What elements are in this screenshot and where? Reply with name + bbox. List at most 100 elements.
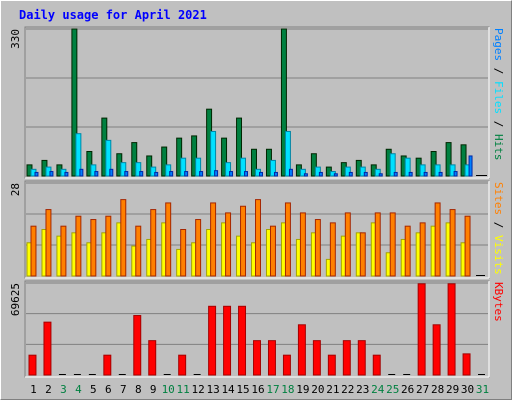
bar-kbytes-day-5: [88, 374, 96, 375]
bar-hits-day-10: [161, 146, 168, 177]
x-tick-label: 10: [162, 383, 175, 396]
bar-files-day-17: [269, 159, 276, 177]
bar-files-day-25: [389, 153, 396, 177]
bar-pages-day-22: [348, 171, 353, 177]
bar-pages-day-13: [214, 170, 219, 177]
x-tick-label: 25: [386, 383, 399, 396]
bar-hits-day-9: [146, 155, 153, 177]
bar-kbytes-day-25: [388, 374, 396, 375]
bar-kbytes-day-13: [208, 305, 217, 376]
bar-sites-day-19: [299, 212, 306, 277]
bar-files-day-11: [180, 157, 187, 177]
bar-kbytes-day-14: [223, 305, 232, 376]
x-tick-label: 29: [446, 383, 459, 396]
bar-files-day-13: [210, 130, 217, 177]
bar-kbytes-day-18: [282, 354, 291, 376]
bar-files-day-31: [480, 175, 485, 176]
bar-pages-day-5: [94, 171, 99, 177]
bar-pages-day-3: [64, 171, 69, 177]
y-max-label: 69625: [9, 283, 22, 316]
bar-pages-day-28: [438, 171, 443, 177]
bar-hits-day-14: [221, 137, 228, 177]
x-tick-label: 1: [30, 383, 37, 396]
y-max-label: 330: [9, 29, 22, 49]
bar-kbytes-day-27: [417, 283, 426, 376]
x-tick-label: 21: [326, 383, 339, 396]
bar-sites-day-2: [45, 209, 52, 277]
bar-files-day-19: [299, 168, 306, 177]
bar-sites-day-18: [284, 202, 291, 277]
bar-hits-day-28: [430, 151, 437, 177]
bar-sites-day-16: [255, 199, 261, 277]
bar-files-day-5: [90, 164, 97, 177]
x-tick-label: 12: [192, 383, 205, 396]
bar-kbytes-day-31: [478, 374, 485, 375]
x-tick-label: 24: [371, 383, 385, 396]
bar-kbytes-day-20: [312, 340, 321, 376]
bar-kbytes-day-15: [238, 305, 247, 376]
bar-sites-day-9: [150, 209, 157, 277]
bar-pages-day-29: [453, 171, 458, 177]
bar-sites-day-20: [314, 219, 321, 277]
bar-sites-day-7: [120, 199, 127, 277]
bar-files-day-8: [135, 162, 142, 177]
bar-pages-day-21: [333, 173, 338, 177]
bar-kbytes-day-1: [28, 354, 37, 376]
bar-pages-day-6: [109, 168, 114, 177]
bar-files-day-6: [105, 139, 112, 177]
bar-pages-day-27: [423, 171, 428, 177]
series-legend-label: Pages / Files / Hits: [492, 28, 505, 161]
bar-sites-day-11: [180, 229, 187, 277]
x-tick-label: 3: [60, 383, 67, 396]
bar-visits-day-31: [476, 275, 481, 276]
x-tick-label: 27: [416, 383, 429, 396]
chart-panels: 330 Pages / Files / Hits 28 Sites / Visits 6…: [9, 26, 505, 378]
bar-kbytes-day-23: [357, 340, 366, 376]
x-tick-label: 4: [75, 383, 82, 396]
bar-kbytes-day-11: [178, 354, 187, 376]
x-tick-label: 20: [311, 383, 324, 396]
x-tick-label: 14: [221, 383, 235, 396]
y-max-label: 28: [9, 183, 22, 196]
bar-hits-day-31: [476, 175, 481, 176]
x-tick-label: 16: [251, 383, 264, 396]
bar-kbytes-day-28: [432, 324, 441, 376]
bar-kbytes-day-22: [342, 340, 351, 376]
x-tick-label: 8: [135, 383, 142, 396]
legend-sites: Sites: [492, 182, 505, 215]
bar-files-day-9: [150, 166, 157, 177]
bar-files-day-12: [195, 157, 202, 177]
bar-sites-day-1: [30, 225, 37, 277]
bar-hits-day-5: [86, 151, 93, 177]
legend-files: Files: [492, 81, 505, 114]
bar-kbytes-day-16: [253, 340, 261, 376]
bar-sites-day-29: [449, 209, 456, 277]
bar-pages-day-25: [393, 171, 398, 177]
series-legend-label: KBytes: [492, 282, 505, 322]
bar-sites-day-21: [329, 222, 336, 277]
bar-files-day-24: [374, 168, 381, 177]
legend-visits: Visits: [492, 235, 505, 275]
bar-sites-day-3: [60, 225, 67, 277]
bar-pages-day-17: [273, 171, 278, 177]
bar-sites-day-22: [344, 212, 351, 277]
bar-sites-day-13: [210, 202, 217, 277]
bar-files-day-20: [314, 166, 321, 177]
bar-files-day-14: [225, 162, 232, 177]
bar-pages-day-26: [408, 171, 413, 177]
bar-sites-day-8: [135, 225, 142, 277]
bar-pages-day-16: [259, 171, 263, 177]
bar-pages-day-23: [363, 171, 368, 177]
bar-hits-day-4: [71, 28, 78, 177]
bar-kbytes-day-9: [148, 340, 157, 376]
panel-hits-files-pages: 330 Pages / Files / Hits: [9, 26, 505, 179]
bar-files-day-4: [75, 133, 82, 177]
bar-hits-day-29: [445, 142, 452, 177]
bar-files-day-18: [284, 130, 291, 177]
bar-kbytes-day-2: [43, 321, 52, 376]
bar-files-day-15: [240, 157, 247, 177]
bar-hits-day-20: [310, 153, 317, 177]
bar-kbytes-day-21: [327, 354, 336, 376]
bar-pages-day-14: [229, 171, 234, 177]
bar-pages-day-24: [378, 173, 383, 177]
